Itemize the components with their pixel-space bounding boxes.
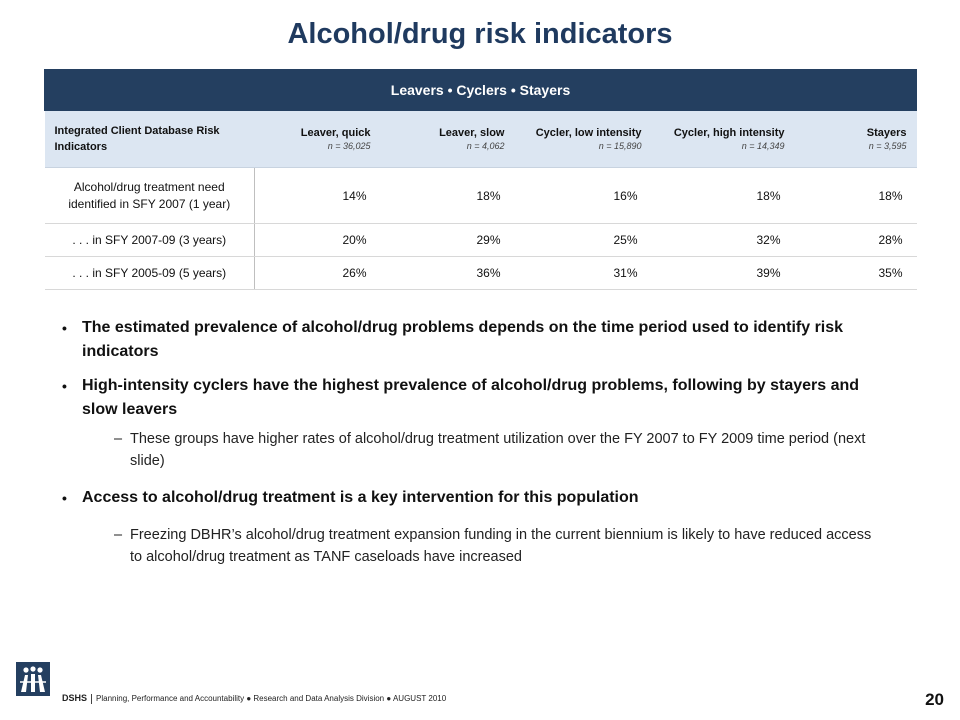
column-n: n = 15,890	[598, 141, 642, 151]
bullet-dot-icon: •	[62, 490, 67, 506]
column-n: n = 4,062	[466, 141, 505, 151]
table-cell: 36%	[380, 256, 515, 290]
sub-bullet-item: – These groups have higher rates of alco…	[62, 428, 882, 472]
column-header: Cycler, low intensity n = 15,890	[514, 110, 652, 168]
column-label: Cycler, low intensity	[535, 127, 642, 139]
column-n: n = 3,595	[868, 141, 907, 151]
bullet-dot-icon: •	[62, 320, 67, 336]
risk-indicator-table: Leavers • Cyclers • Stayers Integrated C…	[43, 69, 918, 290]
dshs-logo-icon	[16, 662, 50, 696]
column-header: Leaver, quick n = 36,025	[254, 110, 381, 168]
bullet-text: Access to alcohol/drug treatment is a ke…	[82, 489, 639, 506]
row-label: . . . in SFY 2007-09 (3 years)	[44, 223, 255, 257]
table-cell: 28%	[794, 223, 917, 257]
bullet-text: The estimated prevalence of alcohol/drug…	[82, 319, 844, 360]
dash-icon: –	[114, 527, 123, 543]
table-cell: 32%	[651, 223, 795, 257]
column-header: Cycler, high intensity n = 14,349	[651, 110, 795, 168]
table-cell: 26%	[254, 256, 381, 290]
bullet-text: High-intensity cyclers have the highest …	[82, 377, 860, 418]
column-n: n = 14,349	[741, 141, 785, 151]
footer-text: Planning, Performance and Accountability…	[96, 694, 447, 703]
table-cell: 16%	[514, 167, 652, 224]
table-row: . . . in SFY 2007-09 (3 years) 20% 29% 2…	[44, 223, 917, 257]
sub-bullet-text: Freezing DBHR’s alcohol/drug treatment e…	[130, 527, 872, 565]
footer: DSHS Planning, Performance and Accountabi…	[62, 693, 446, 704]
footer-divider	[91, 693, 93, 704]
table-row: . . . in SFY 2005-09 (5 years) 26% 36% 3…	[44, 256, 917, 290]
table-cell: 25%	[514, 223, 652, 257]
table-cell: 39%	[651, 256, 795, 290]
table-row: Alcohol/drug treatment need identified i…	[44, 167, 917, 224]
bullet-item: • The estimated prevalence of alcohol/dr…	[62, 316, 882, 364]
column-n: n = 36,025	[327, 141, 371, 151]
bullet-dot-icon: •	[62, 378, 67, 394]
row-label: . . . in SFY 2005-09 (5 years)	[44, 256, 255, 290]
column-label: Leaver, slow	[439, 127, 505, 139]
table-cell: 18%	[651, 167, 795, 224]
table-cell: 18%	[380, 167, 515, 224]
footer-org: DSHS	[62, 693, 88, 703]
table-cell: 14%	[254, 167, 381, 224]
table-cell: 31%	[514, 256, 652, 290]
column-header: Leaver, slow n = 4,062	[380, 110, 515, 168]
column-header-row: Integrated Client Database Risk Indicato…	[44, 110, 917, 168]
bullet-item: • Access to alcohol/drug treatment is a …	[62, 486, 882, 510]
column-header: Stayers n = 3,595	[794, 110, 917, 168]
row-header-label: Integrated Client Database Risk Indicato…	[44, 110, 255, 168]
dash-icon: –	[114, 431, 123, 447]
column-label: Cycler, high intensity	[673, 127, 785, 139]
table-cell: 35%	[794, 256, 917, 290]
column-label: Leaver, quick	[300, 127, 371, 139]
page-number: 20	[925, 690, 944, 709]
table-cell: 18%	[794, 167, 917, 224]
sub-bullet-text: These groups have higher rates of alcoho…	[130, 431, 866, 469]
sub-bullet-item: – Freezing DBHR’s alcohol/drug treatment…	[62, 524, 882, 568]
page-title: Alcohol/drug risk indicators	[287, 18, 673, 50]
table-band-row: Leavers • Cyclers • Stayers	[43, 69, 918, 111]
table-cell: 29%	[380, 223, 515, 257]
table-band-title: Leavers • Cyclers • Stayers	[43, 69, 918, 111]
row-label: Alcohol/drug treatment need identified i…	[44, 167, 255, 224]
table-cell: 20%	[254, 223, 381, 257]
column-label: Stayers	[866, 127, 907, 139]
bullet-list: • The estimated prevalence of alcohol/dr…	[62, 316, 882, 568]
bullet-item: • High-intensity cyclers have the highes…	[62, 374, 882, 422]
